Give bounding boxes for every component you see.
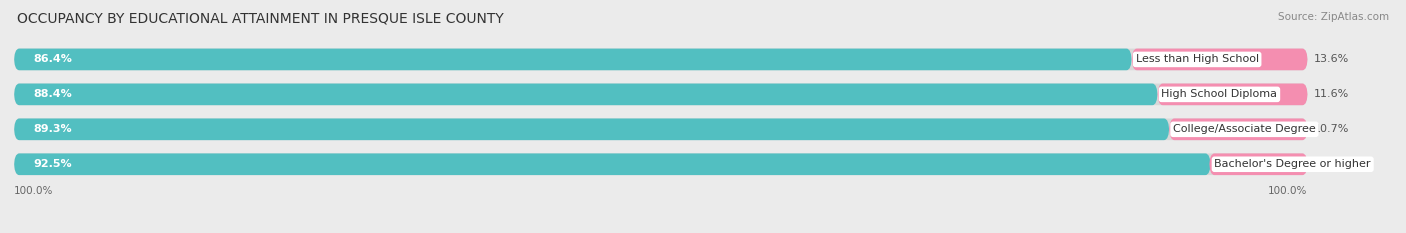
FancyBboxPatch shape — [14, 153, 1308, 175]
FancyBboxPatch shape — [14, 153, 1211, 175]
Text: 10.7%: 10.7% — [1315, 124, 1350, 134]
Text: 88.4%: 88.4% — [34, 89, 72, 99]
Text: Source: ZipAtlas.com: Source: ZipAtlas.com — [1278, 12, 1389, 22]
Text: OCCUPANCY BY EDUCATIONAL ATTAINMENT IN PRESQUE ISLE COUNTY: OCCUPANCY BY EDUCATIONAL ATTAINMENT IN P… — [17, 12, 503, 26]
Text: High School Diploma: High School Diploma — [1161, 89, 1278, 99]
FancyBboxPatch shape — [14, 118, 1170, 140]
FancyBboxPatch shape — [1170, 118, 1308, 140]
FancyBboxPatch shape — [14, 83, 1157, 105]
Text: 89.3%: 89.3% — [34, 124, 72, 134]
FancyBboxPatch shape — [1209, 153, 1308, 175]
FancyBboxPatch shape — [1132, 49, 1308, 70]
Text: 86.4%: 86.4% — [34, 55, 72, 64]
Text: 13.6%: 13.6% — [1315, 55, 1350, 64]
Text: Bachelor's Degree or higher: Bachelor's Degree or higher — [1215, 159, 1371, 169]
Text: 100.0%: 100.0% — [14, 186, 53, 196]
FancyBboxPatch shape — [1157, 83, 1308, 105]
FancyBboxPatch shape — [14, 83, 1308, 105]
FancyBboxPatch shape — [14, 49, 1308, 70]
Text: 92.5%: 92.5% — [34, 159, 72, 169]
Text: 100.0%: 100.0% — [1268, 186, 1308, 196]
FancyBboxPatch shape — [14, 118, 1308, 140]
FancyBboxPatch shape — [14, 49, 1132, 70]
Text: College/Associate Degree: College/Associate Degree — [1173, 124, 1316, 134]
Text: 11.6%: 11.6% — [1315, 89, 1350, 99]
Text: 7.6%: 7.6% — [1315, 159, 1343, 169]
Text: Less than High School: Less than High School — [1136, 55, 1258, 64]
